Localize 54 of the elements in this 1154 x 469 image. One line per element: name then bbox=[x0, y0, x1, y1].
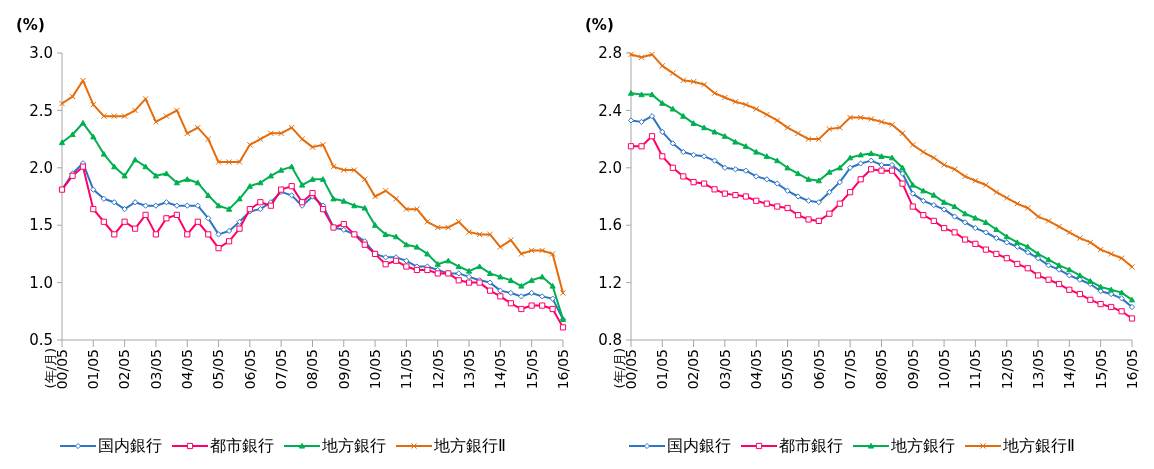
x-tick-label: 13/05 bbox=[1029, 349, 1046, 390]
y-tick-label: 3.0 bbox=[29, 44, 53, 63]
x-tick-label: 08/05 bbox=[873, 349, 890, 390]
x-tick-label: 14/05 bbox=[1061, 349, 1078, 390]
x-tick-label: 04/05 bbox=[748, 349, 765, 390]
x-tick-label: 06/05 bbox=[810, 349, 827, 390]
x-tick-label: 02/05 bbox=[116, 349, 133, 390]
legend-label: 地方銀行Ⅱ bbox=[433, 436, 506, 455]
x-tick-label: 11/05 bbox=[398, 349, 415, 390]
x-tick-label: 05/05 bbox=[210, 349, 227, 390]
y-tick-label: 1.6 bbox=[598, 216, 622, 235]
legend-label: 地方銀行Ⅱ bbox=[1002, 436, 1075, 455]
legend-label: 国内銀行 bbox=[98, 436, 162, 455]
x-tick-label: 10/05 bbox=[366, 349, 383, 390]
x-tick-label: 12/05 bbox=[429, 349, 446, 390]
y-tick-label: 0.8 bbox=[598, 331, 622, 350]
x-tick-label: 06/05 bbox=[241, 349, 258, 390]
y-tick-label: 2.5 bbox=[29, 101, 53, 120]
x-tick-label: 03/05 bbox=[716, 349, 733, 390]
y-tick-label: 1.2 bbox=[598, 273, 622, 292]
x-tick-label: 01/05 bbox=[654, 349, 671, 390]
x-tick-label: 03/05 bbox=[147, 349, 164, 390]
legend-label: 国内銀行 bbox=[667, 436, 731, 455]
legend-label: 地方銀行 bbox=[321, 436, 386, 455]
y-axis-title: (%) bbox=[585, 16, 614, 34]
x-tick-label: 08/05 bbox=[304, 349, 321, 390]
y-tick-label: 2.0 bbox=[29, 159, 53, 178]
x-tick-label: 07/05 bbox=[842, 349, 859, 390]
x-tick-label: 10/05 bbox=[935, 349, 952, 390]
x-tick-label: 04/05 bbox=[179, 349, 196, 390]
x-tick-label: 05/05 bbox=[779, 349, 796, 390]
x-tick-label: 15/05 bbox=[523, 349, 540, 390]
x-tick-label: 07/05 bbox=[273, 349, 290, 390]
x-tick-label: 12/05 bbox=[998, 349, 1015, 390]
x-tick-label: 01/05 bbox=[85, 349, 102, 390]
x-tick-label: 11/05 bbox=[967, 349, 984, 390]
y-tick-label: 2.0 bbox=[598, 159, 622, 178]
legend-label: 地方銀行 bbox=[890, 436, 955, 455]
y-tick-label: 1.5 bbox=[29, 216, 53, 235]
x-tick-label: 14/05 bbox=[492, 349, 509, 390]
x-tick-label: 02/05 bbox=[685, 349, 702, 390]
x-tick-label: 16/05 bbox=[554, 349, 571, 390]
x-tick-label: 13/05 bbox=[460, 349, 477, 390]
x-tick-label: 09/05 bbox=[335, 349, 352, 390]
y-tick-label: 1.0 bbox=[29, 273, 53, 292]
y-tick-label: 0.5 bbox=[29, 331, 53, 350]
y-axis-title: (%) bbox=[16, 16, 45, 34]
y-tick-label: 2.4 bbox=[598, 101, 622, 120]
x-tick-label: 09/05 bbox=[904, 349, 921, 390]
legend-label: 都市銀行 bbox=[210, 436, 274, 455]
legend-label: 都市銀行 bbox=[779, 436, 843, 455]
x-tick-label: 16/05 bbox=[1123, 349, 1140, 390]
y-tick-label: 2.8 bbox=[598, 44, 622, 63]
x-tick-label: 15/05 bbox=[1092, 349, 1109, 390]
